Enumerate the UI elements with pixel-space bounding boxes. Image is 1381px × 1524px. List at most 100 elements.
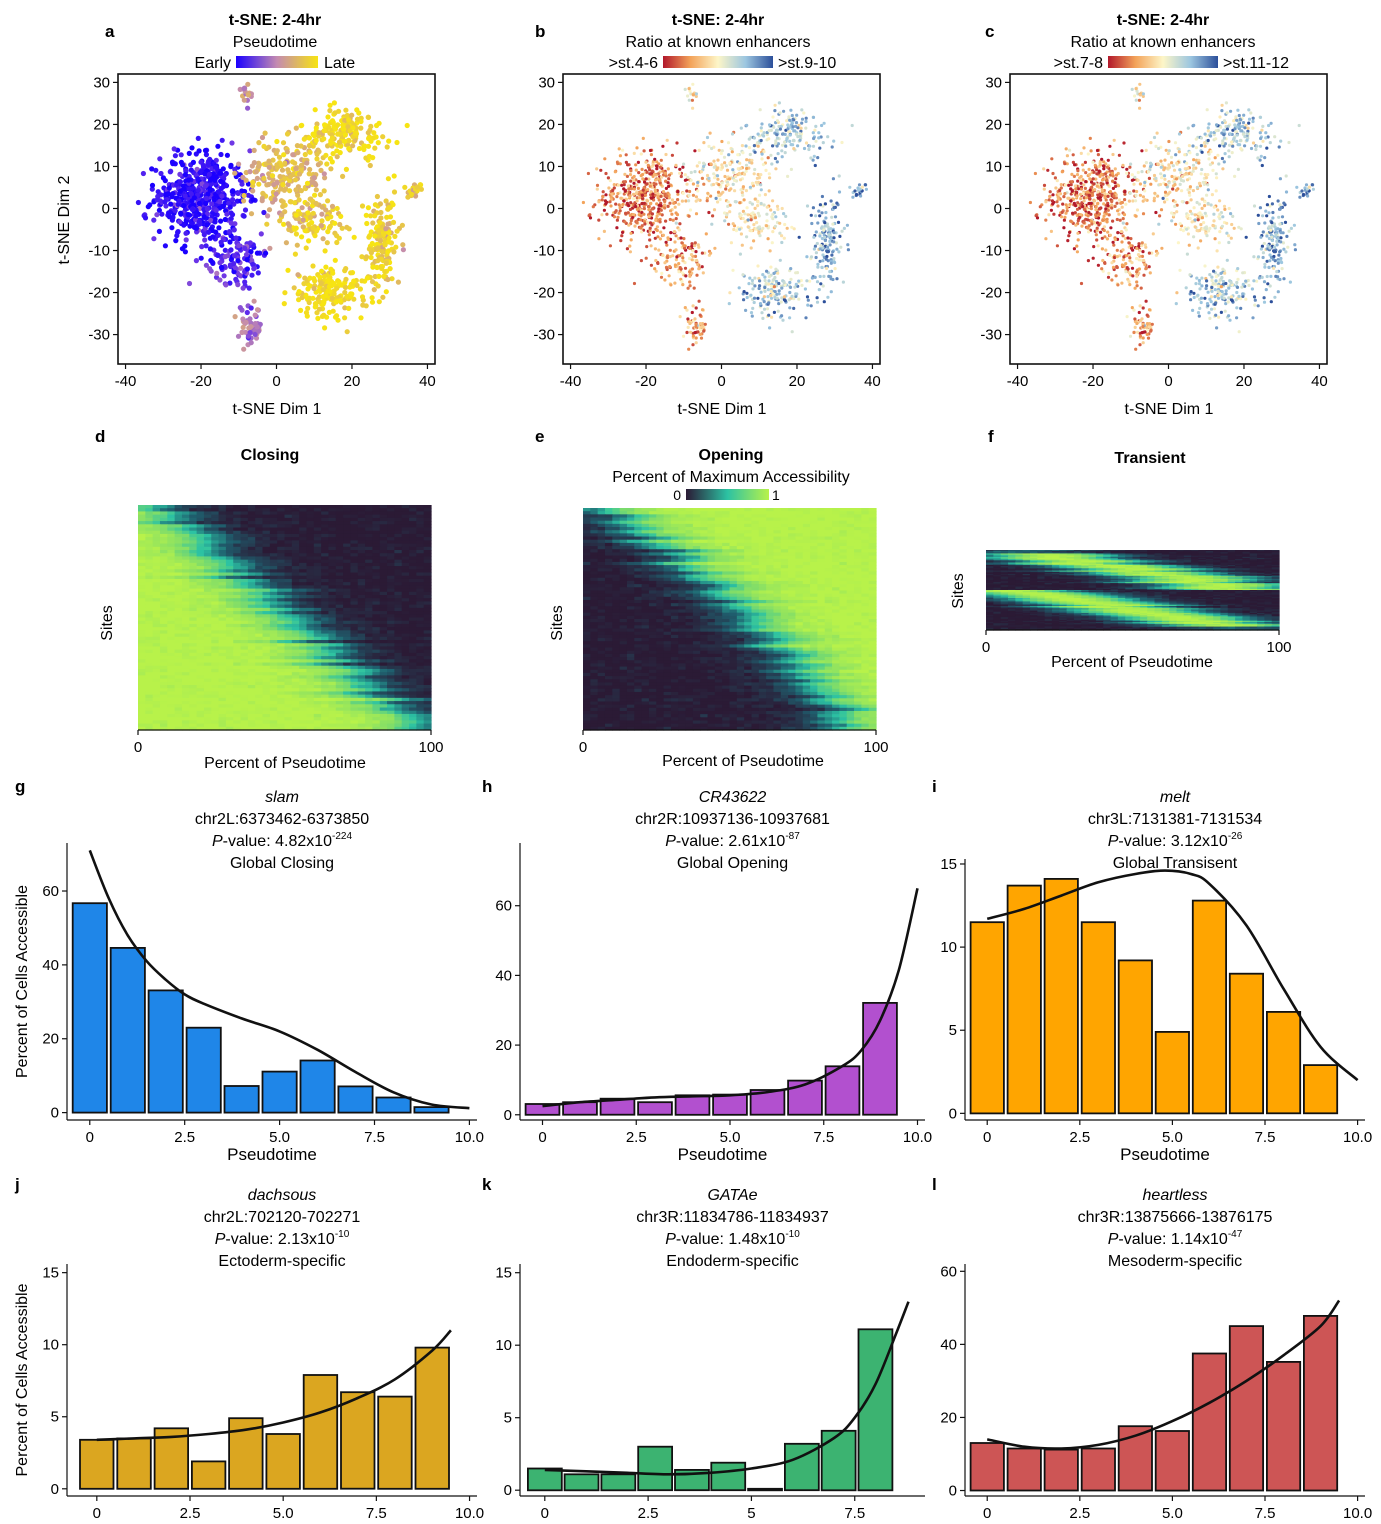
scatter-point bbox=[817, 209, 821, 213]
scatter-point bbox=[1227, 314, 1231, 318]
scatter-point bbox=[220, 180, 226, 186]
scatter-point bbox=[237, 265, 244, 271]
scatter-point bbox=[1256, 213, 1260, 217]
scatter-point bbox=[621, 202, 625, 206]
scatter-point bbox=[375, 283, 381, 289]
scatter-point bbox=[228, 216, 234, 222]
scatter-point bbox=[791, 143, 795, 147]
scatter-point bbox=[680, 280, 684, 284]
scatter-point bbox=[242, 207, 249, 213]
scatter-point bbox=[745, 206, 749, 210]
scatter-point bbox=[1222, 133, 1226, 137]
scatter-point bbox=[1269, 300, 1273, 304]
scatter-point bbox=[1229, 236, 1233, 240]
scatter-point bbox=[1098, 192, 1102, 196]
scatter-point bbox=[1170, 174, 1174, 179]
scatter-point bbox=[1265, 214, 1269, 218]
scatter-point bbox=[400, 247, 406, 253]
scatter-point bbox=[804, 316, 808, 320]
scatter-point bbox=[805, 295, 810, 299]
scatter-point bbox=[1203, 204, 1207, 208]
scatter-point bbox=[1214, 129, 1218, 133]
panel-b-frame bbox=[562, 73, 881, 365]
scatter-point bbox=[208, 181, 214, 187]
scatter-point bbox=[1113, 204, 1117, 208]
scatter-point bbox=[595, 187, 599, 191]
scatter-point bbox=[1140, 317, 1144, 321]
scatter-point bbox=[804, 141, 809, 145]
scatter-point bbox=[696, 243, 700, 247]
scatter-point bbox=[1140, 331, 1144, 335]
scatter-point bbox=[606, 176, 611, 180]
scatter-point bbox=[731, 168, 735, 172]
scatter-point bbox=[1223, 309, 1227, 313]
scatter-point bbox=[207, 187, 213, 193]
scatter-point bbox=[1141, 325, 1145, 329]
scatter-point bbox=[777, 281, 781, 286]
scatter-point bbox=[369, 279, 376, 285]
scatter-point bbox=[727, 222, 731, 226]
x-tick-label: 0 bbox=[272, 373, 280, 390]
scatter-point bbox=[322, 248, 328, 254]
scatter-point bbox=[800, 121, 804, 125]
scatter-point bbox=[616, 215, 620, 219]
scatter-point bbox=[167, 209, 173, 215]
scatter-point bbox=[1241, 271, 1245, 275]
scatter-point bbox=[1216, 265, 1220, 269]
scatter-point bbox=[1091, 256, 1095, 260]
y-tick-label: 20 bbox=[538, 116, 555, 133]
panel-c-legend-low: >st.7-8 bbox=[1054, 55, 1103, 72]
scatter-point bbox=[1074, 223, 1078, 227]
scatter-point bbox=[1175, 161, 1179, 165]
scatter-point bbox=[1103, 235, 1107, 239]
scatter-point bbox=[709, 162, 713, 166]
scatter-point bbox=[1147, 176, 1151, 180]
scatter-point bbox=[792, 227, 796, 231]
scatter-point bbox=[603, 199, 608, 203]
scatter-point bbox=[744, 308, 748, 312]
scatter-point bbox=[1244, 279, 1248, 283]
scatter-point bbox=[601, 195, 605, 199]
scatter-point bbox=[254, 175, 260, 181]
scatter-point bbox=[1086, 226, 1090, 230]
scatter-point bbox=[1187, 191, 1191, 195]
scatter-point bbox=[781, 132, 785, 136]
scatter-point bbox=[1197, 314, 1201, 318]
scatter-point bbox=[306, 238, 312, 244]
scatter-point bbox=[674, 258, 679, 262]
scatter-point bbox=[1153, 191, 1157, 195]
scatter-point bbox=[227, 204, 233, 210]
scatter-point bbox=[807, 147, 811, 152]
scatter-point bbox=[655, 167, 659, 171]
scatter-point bbox=[408, 191, 415, 198]
scatter-point bbox=[331, 280, 337, 287]
scatter-point bbox=[1235, 133, 1239, 137]
scatter-point bbox=[212, 219, 218, 225]
scatter-point bbox=[1196, 246, 1200, 250]
scatter-point bbox=[734, 229, 739, 233]
scatter-point bbox=[762, 300, 766, 304]
scatter-point bbox=[296, 197, 302, 203]
scatter-point bbox=[1196, 311, 1201, 315]
scatter-point bbox=[1159, 159, 1163, 163]
scatter-point bbox=[686, 325, 690, 329]
scatter-point bbox=[325, 198, 331, 204]
scatter-point bbox=[250, 179, 256, 186]
scatter-point bbox=[1112, 194, 1116, 198]
scatter-point bbox=[672, 230, 677, 234]
y-tick-label: 30 bbox=[538, 74, 555, 91]
scatter-point bbox=[319, 211, 325, 217]
scatter-point bbox=[1265, 203, 1269, 207]
scatter-point bbox=[607, 186, 611, 190]
scatter-point bbox=[1214, 313, 1218, 317]
scatter-point bbox=[765, 205, 769, 209]
scatter-point bbox=[1206, 126, 1210, 130]
scatter-point bbox=[229, 212, 236, 218]
scatter-point bbox=[1144, 148, 1148, 152]
scatter-point bbox=[329, 135, 335, 141]
scatter-point bbox=[814, 255, 818, 260]
scatter-point bbox=[195, 135, 201, 141]
scatter-point bbox=[622, 199, 626, 203]
scatter-point bbox=[321, 171, 327, 177]
scatter-point bbox=[351, 278, 357, 284]
